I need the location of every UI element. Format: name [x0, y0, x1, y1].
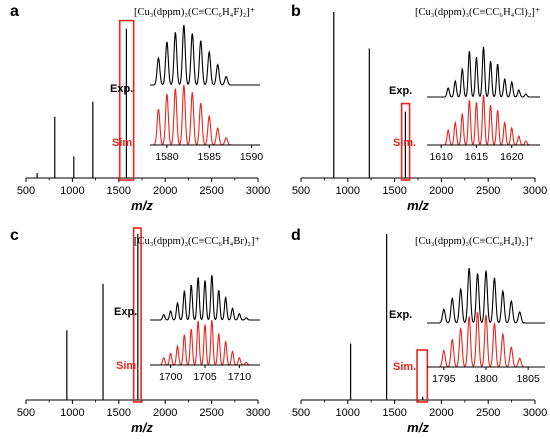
- x-tick-label: 1000: [60, 407, 84, 419]
- x-tick-label: 3000: [523, 185, 547, 197]
- panel-label: a: [10, 3, 19, 20]
- highlight-box: [416, 349, 429, 403]
- panel-label: c: [10, 227, 19, 244]
- inset-tick-label: 1805: [516, 373, 540, 385]
- x-tick-label: 2500: [476, 185, 500, 197]
- sim-label: Sim.: [393, 137, 416, 149]
- sim-label: Sim.: [393, 361, 416, 373]
- x-axis-title: m/z: [131, 420, 153, 435]
- highlight-box: [400, 102, 411, 181]
- x-tick-label: 1500: [382, 185, 406, 197]
- ion-formula: [Cu₃(dppm)₃(C≡CC₆H₄Br)₂]⁺: [134, 236, 260, 247]
- x-tick-label: 2000: [429, 407, 453, 419]
- inset-tick-label: 1620: [500, 151, 524, 163]
- panel-c: c 500 1000 1500 2000 2500 3000 m/z [Cu₃(dppm)₃(C…: [10, 227, 270, 435]
- x-tick-label: 500: [17, 407, 35, 419]
- x-tick-label: 2500: [476, 407, 500, 419]
- sim-label: Sim.: [112, 137, 135, 149]
- x-axis-title: m/z: [407, 198, 429, 213]
- inset-tick-label: 1615: [465, 151, 489, 163]
- inset-tick-label: 1795: [432, 373, 456, 385]
- inset-tick-label: 1700: [159, 371, 183, 383]
- exp-label: Exp.: [110, 83, 133, 95]
- panel-b: b 500 1000 1500 2000 2500 3000 m/z [Cu₃(dppm)₃(C…: [291, 3, 547, 213]
- inset-tick-label: 1710: [228, 371, 252, 383]
- inset-tick-label: 1800: [474, 373, 498, 385]
- x-axis-title: m/z: [131, 198, 153, 213]
- x-tick-label: 3000: [246, 185, 270, 197]
- experimental-profile: [427, 46, 540, 98]
- inset-tick-label: 1705: [193, 371, 217, 383]
- panel-label: d: [291, 227, 301, 244]
- exp-label: Exp.: [114, 306, 137, 318]
- isotope-inset: 1610 1615 1620 Exp. Sim.: [389, 46, 540, 163]
- x-tick-label: 1500: [107, 185, 131, 197]
- panel-d: d 500 1000 1500 2000 2500 3000 m/z [Cu₃(dppm)₃(C…: [291, 227, 547, 435]
- x-tick-label: 2000: [153, 185, 177, 197]
- highlight-box: [118, 19, 135, 181]
- exp-label: Exp.: [389, 85, 412, 97]
- x-tick-label: 2500: [199, 185, 223, 197]
- inset-tick-label: 1580: [155, 151, 179, 163]
- x-tick-label: 500: [17, 185, 35, 197]
- ion-formula: [Cu₃(dppm)₃(C≡CC₆H₄Cl)₂]⁺: [415, 7, 541, 18]
- inset-tick-label: 1590: [240, 151, 264, 163]
- simulated-profile: [150, 320, 260, 366]
- x-tick-label: 1000: [336, 185, 360, 197]
- x-tick-label: 2000: [153, 407, 177, 419]
- x-tick-label: 500: [292, 185, 310, 197]
- isotope-inset: 1580 1585 1590 Exp. Sim.: [110, 24, 264, 163]
- inset-tick-label: 1610: [429, 151, 453, 163]
- panel-label: b: [291, 3, 301, 20]
- isotope-inset: 1795 1800 1805 Exp. Sim.: [389, 267, 545, 385]
- exp-label: Exp.: [389, 309, 412, 321]
- highlight-box: [132, 227, 142, 403]
- x-tick-label: 1500: [107, 407, 131, 419]
- isotope-inset: 1700 1705 1710 Exp. Sim.: [114, 274, 260, 383]
- x-tick-label: 2500: [199, 407, 223, 419]
- inset-tick-label: 1585: [198, 151, 222, 163]
- x-tick-label: 3000: [246, 407, 270, 419]
- x-tick-label: 500: [292, 407, 310, 419]
- x-tick-label: 2000: [429, 185, 453, 197]
- ion-formula: [Cu₃(dppm)₃(C≡CC₆H₄I)₂]⁺: [415, 236, 534, 247]
- x-tick-label: 1000: [60, 185, 84, 197]
- simulated-profile: [427, 311, 545, 368]
- experimental-profile: [150, 275, 260, 321]
- x-tick-label: 1000: [336, 407, 360, 419]
- panel-a: a 500 1000 1500 2000 2500 3000 m/z [Cu₃(dppm)₃(C…: [10, 3, 270, 213]
- experimental-profile: [150, 24, 260, 86]
- x-axis-title: m/z: [407, 420, 429, 435]
- sim-label: Sim.: [116, 360, 139, 372]
- simulated-profile: [150, 84, 260, 146]
- ion-formula: [Cu₃(dppm)₃(C≡CC₆H₄F)₂]⁺: [134, 7, 256, 18]
- simulated-profile: [427, 94, 540, 146]
- x-tick-label: 1500: [382, 407, 406, 419]
- x-tick-label: 3000: [523, 407, 547, 419]
